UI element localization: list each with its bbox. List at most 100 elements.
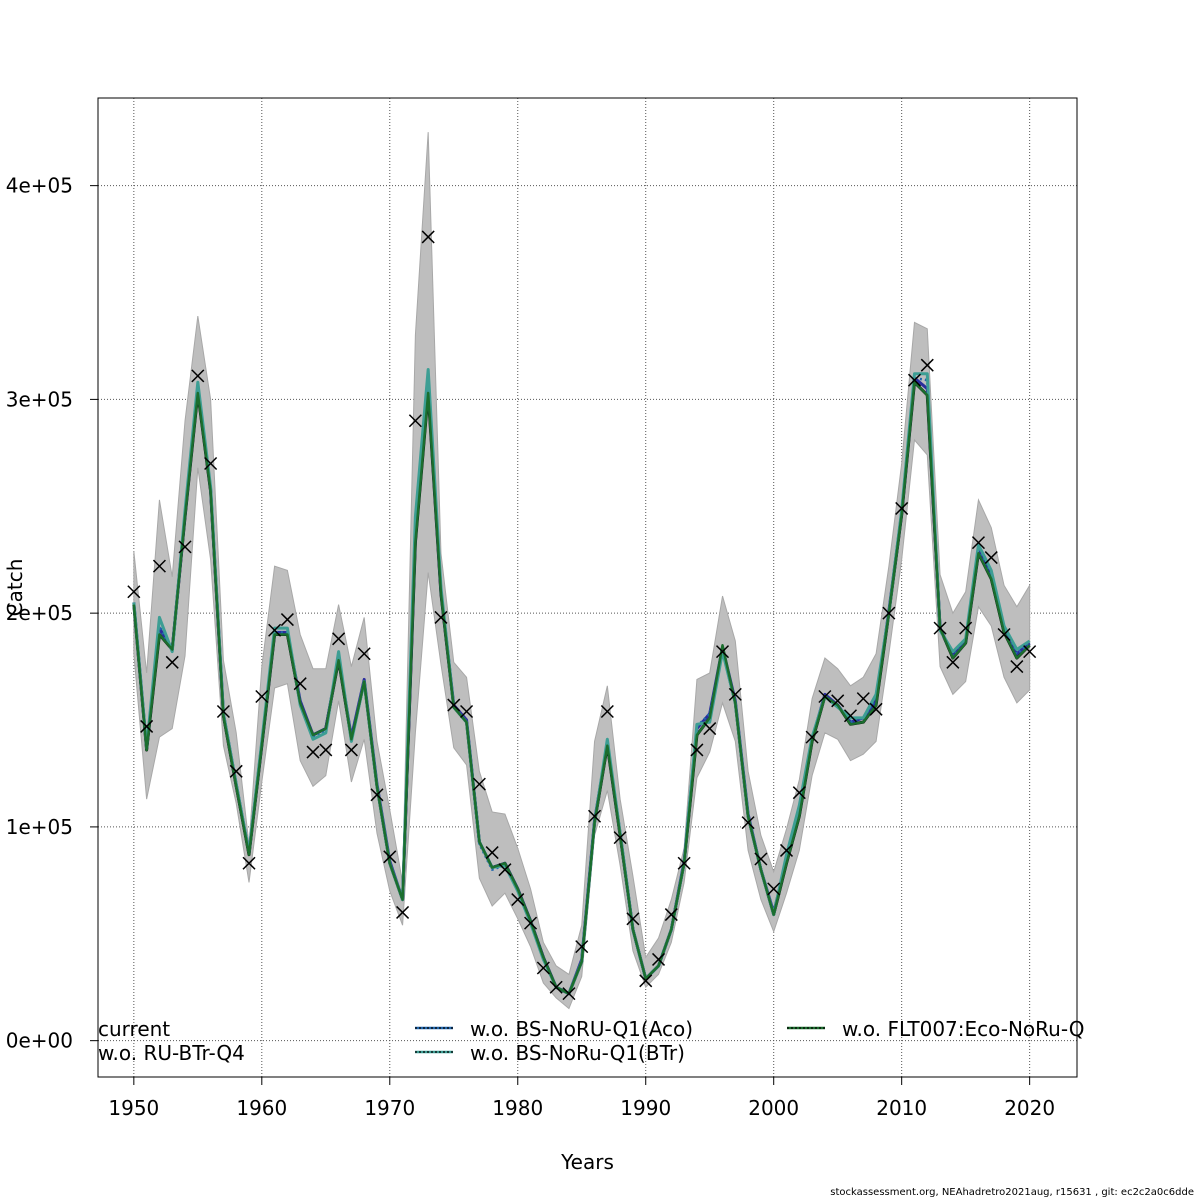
observed-point bbox=[536, 961, 550, 975]
legend-label: w.o. RU-BTr-Q4 bbox=[98, 1041, 245, 1065]
observed-point bbox=[127, 585, 141, 599]
confidence-band bbox=[133, 132, 1031, 1010]
y-tick-label: 3e+05 bbox=[6, 387, 73, 411]
y-tick-label: 4e+05 bbox=[6, 174, 73, 198]
y-tick-label: 1e+05 bbox=[6, 815, 73, 839]
x-tick-label: 2010 bbox=[876, 1096, 927, 1120]
observed-point bbox=[946, 655, 960, 669]
observed-point bbox=[485, 846, 499, 860]
observed-point bbox=[882, 606, 896, 620]
observed-point bbox=[524, 916, 538, 930]
observed-point bbox=[920, 358, 934, 372]
observed-point bbox=[306, 745, 320, 759]
observed-markers bbox=[127, 230, 1037, 1001]
legend-label: current bbox=[98, 1017, 170, 1041]
observed-point bbox=[511, 893, 525, 907]
observed-point bbox=[472, 777, 486, 791]
observed-point bbox=[178, 540, 192, 554]
observed-point bbox=[357, 647, 371, 661]
observed-point bbox=[460, 704, 474, 719]
observed-point bbox=[703, 722, 717, 736]
observed-point bbox=[831, 694, 845, 708]
observed-point bbox=[421, 230, 435, 244]
observed-point bbox=[383, 850, 397, 864]
observed-point bbox=[1010, 660, 1024, 674]
observed-point bbox=[293, 677, 307, 691]
observed-point bbox=[216, 704, 230, 719]
observed-point bbox=[651, 952, 666, 966]
observed-point bbox=[562, 987, 576, 1001]
y-axis-label: Catch bbox=[3, 559, 27, 617]
observed-point bbox=[690, 743, 704, 757]
observed-point bbox=[779, 843, 794, 857]
observed-point bbox=[754, 852, 768, 866]
observed-point bbox=[767, 882, 781, 896]
x-tick-label: 1980 bbox=[492, 1096, 543, 1120]
observed-point bbox=[805, 730, 819, 744]
observed-point bbox=[229, 764, 243, 778]
observed-point bbox=[140, 719, 154, 733]
observed-point bbox=[933, 621, 947, 635]
observed-point bbox=[588, 809, 602, 823]
observed-point bbox=[664, 908, 678, 922]
observed-point bbox=[370, 788, 384, 802]
observed-point bbox=[741, 816, 755, 830]
confidence-band-area bbox=[133, 132, 1031, 1010]
x-tick-label: 1990 bbox=[620, 1096, 671, 1120]
observed-point bbox=[843, 709, 858, 723]
x-tick-label: 1960 bbox=[236, 1096, 287, 1120]
observed-point bbox=[997, 627, 1011, 642]
series-lines bbox=[132, 367, 1031, 996]
observed-point bbox=[715, 645, 730, 659]
x-axis: 1950 1960 1970 1980 1990 2000 2010 2020 bbox=[108, 1077, 1055, 1120]
series-line-4 bbox=[132, 381, 1031, 995]
observed-point bbox=[1023, 645, 1037, 659]
observed-point bbox=[869, 702, 883, 716]
observed-point bbox=[971, 536, 985, 550]
observed-point bbox=[204, 456, 218, 471]
observed-point bbox=[792, 786, 806, 800]
x-tick-label: 1970 bbox=[364, 1096, 415, 1120]
x-tick-label: 2020 bbox=[1004, 1096, 1055, 1120]
observed-point bbox=[434, 610, 448, 624]
legend-label: w.o. FLT007:Eco-NoRu-Q bbox=[842, 1017, 1085, 1041]
observed-point bbox=[242, 856, 256, 870]
observed-point bbox=[447, 698, 461, 712]
observed-point bbox=[626, 912, 640, 926]
observed-point bbox=[344, 743, 358, 757]
observed-point bbox=[165, 655, 179, 669]
observed-point bbox=[152, 559, 166, 573]
y-tick-label: 0e+00 bbox=[6, 1029, 73, 1053]
observed-point bbox=[677, 856, 691, 870]
observed-point bbox=[613, 831, 627, 845]
observed-point bbox=[268, 623, 282, 637]
observed-point bbox=[728, 687, 742, 701]
observed-point bbox=[856, 692, 870, 706]
observed-point bbox=[600, 704, 614, 719]
y-axis: 0e+00 1e+05 2e+05 3e+05 4e+05 bbox=[6, 174, 98, 1053]
observed-point bbox=[191, 369, 205, 383]
observed-point bbox=[895, 501, 909, 515]
grid-lines bbox=[98, 98, 1077, 1077]
x-tick-label: 1950 bbox=[108, 1096, 159, 1120]
observed-point bbox=[280, 613, 294, 627]
observed-point bbox=[818, 689, 832, 704]
x-axis-label: Years bbox=[560, 1150, 614, 1174]
legend-label: w.o. BS-NoRu-Q1(BTr) bbox=[470, 1041, 685, 1065]
y-tick-label: 2e+05 bbox=[6, 601, 73, 625]
plot-frame bbox=[97, 97, 1078, 1078]
observed-point bbox=[639, 974, 653, 988]
observed-point bbox=[498, 863, 512, 877]
observed-point bbox=[255, 689, 269, 704]
observed-point bbox=[396, 905, 410, 919]
observed-point bbox=[907, 373, 922, 387]
observed-point bbox=[984, 551, 998, 565]
observed-point bbox=[408, 414, 422, 428]
observed-point bbox=[959, 621, 973, 635]
observed-point bbox=[549, 980, 563, 994]
x-tick-label: 2000 bbox=[748, 1096, 799, 1120]
observed-point bbox=[319, 743, 333, 757]
legend-label: w.o. BS-NoRU-Q1(Aco) bbox=[470, 1017, 693, 1041]
